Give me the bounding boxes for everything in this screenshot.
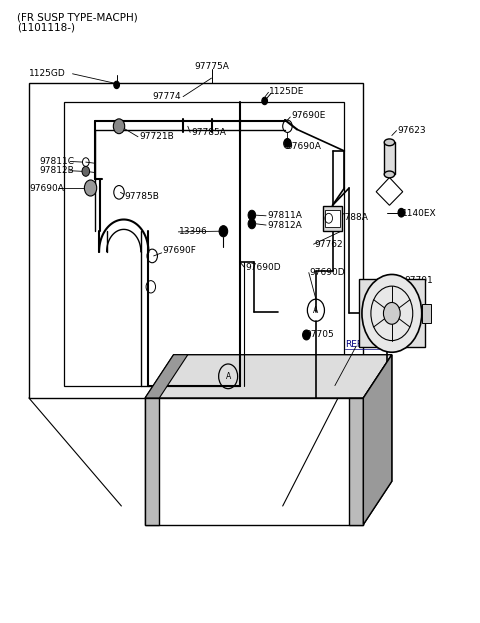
Text: 97690A: 97690A: [30, 184, 65, 193]
Circle shape: [398, 208, 405, 217]
Text: 97762: 97762: [314, 240, 343, 249]
Circle shape: [82, 166, 90, 176]
Text: 97701: 97701: [405, 275, 433, 285]
Text: 97690E: 97690E: [291, 111, 325, 120]
Ellipse shape: [384, 139, 395, 146]
Bar: [359, 279, 425, 347]
Bar: [325, 209, 340, 227]
Text: 1125GD: 1125GD: [29, 69, 66, 78]
Text: 97721B: 97721B: [139, 132, 174, 141]
Polygon shape: [363, 354, 392, 525]
Text: 13396: 13396: [179, 227, 208, 236]
Bar: [64, 102, 344, 386]
Bar: [145, 398, 363, 525]
Polygon shape: [145, 354, 188, 398]
Ellipse shape: [384, 171, 395, 178]
Text: 97812A: 97812A: [267, 221, 302, 229]
Circle shape: [384, 302, 400, 324]
Text: 97775A: 97775A: [194, 62, 229, 72]
Circle shape: [219, 226, 228, 237]
Text: 97690D: 97690D: [246, 263, 281, 272]
Circle shape: [84, 180, 96, 196]
Circle shape: [362, 275, 422, 352]
Polygon shape: [363, 354, 392, 525]
Bar: [29, 83, 363, 398]
Text: 97690D: 97690D: [310, 268, 346, 277]
Text: 1125DE: 1125DE: [269, 87, 305, 95]
Bar: [422, 304, 431, 323]
Circle shape: [284, 138, 291, 147]
Text: 97785A: 97785A: [191, 128, 226, 137]
Circle shape: [248, 210, 256, 220]
Text: 97811A: 97811A: [267, 211, 302, 221]
Text: 97690F: 97690F: [163, 247, 196, 255]
Text: 97705: 97705: [305, 330, 334, 339]
Bar: [384, 142, 395, 174]
Bar: [145, 398, 159, 525]
Text: 97690A: 97690A: [286, 142, 321, 151]
Text: 97812B: 97812B: [39, 166, 74, 175]
Text: 97785B: 97785B: [125, 191, 159, 201]
Text: REF.25-263: REF.25-263: [345, 340, 396, 350]
Bar: [323, 206, 342, 231]
Text: 97623: 97623: [397, 126, 426, 135]
Text: 97811C: 97811C: [39, 157, 74, 166]
Text: 1140EX: 1140EX: [402, 209, 437, 219]
Circle shape: [114, 81, 120, 88]
Bar: [349, 398, 363, 525]
Circle shape: [302, 330, 310, 340]
Text: A: A: [313, 306, 319, 315]
Circle shape: [262, 97, 267, 105]
Circle shape: [113, 119, 125, 134]
Text: 97788A: 97788A: [334, 213, 368, 222]
Text: 97774: 97774: [152, 92, 181, 101]
Circle shape: [248, 219, 256, 229]
Text: A: A: [226, 372, 231, 381]
Text: (FR SUSP TYPE-MACPH): (FR SUSP TYPE-MACPH): [17, 12, 138, 22]
Text: (1101118-): (1101118-): [17, 22, 75, 32]
Polygon shape: [145, 354, 392, 398]
